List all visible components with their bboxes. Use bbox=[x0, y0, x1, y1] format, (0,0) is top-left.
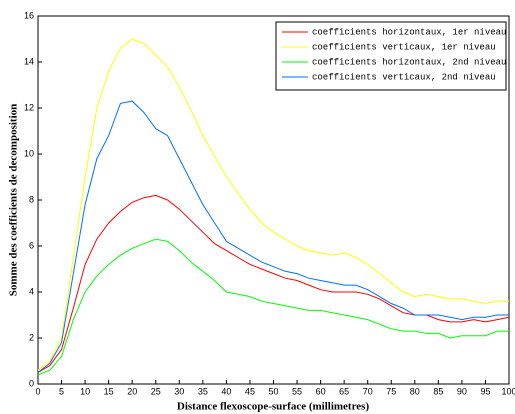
y-tick-label: 10 bbox=[24, 148, 34, 158]
x-tick-label: 65 bbox=[339, 386, 349, 396]
legend-label: coefficients horizontaux, 1er niveau bbox=[312, 27, 506, 37]
x-tick-label: 50 bbox=[268, 386, 278, 396]
y-tick-label: 4 bbox=[29, 286, 34, 296]
x-tick-label: 55 bbox=[292, 386, 302, 396]
x-tick-label: 0 bbox=[35, 386, 40, 396]
y-tick-label: 6 bbox=[29, 240, 34, 250]
x-tick-label: 100 bbox=[501, 386, 515, 396]
x-tick-label: 15 bbox=[104, 386, 114, 396]
x-tick-label: 35 bbox=[198, 386, 208, 396]
legend-label: coefficients verticaux, 2nd niveau bbox=[312, 72, 496, 82]
x-tick-label: 85 bbox=[433, 386, 443, 396]
y-tick-label: 16 bbox=[24, 10, 34, 20]
x-tick-label: 75 bbox=[386, 386, 396, 396]
legend-label: coefficients verticaux, 1er niveau bbox=[312, 42, 496, 52]
x-tick-label: 45 bbox=[245, 386, 255, 396]
series-line bbox=[37, 238, 509, 376]
x-tick-label: 80 bbox=[410, 386, 420, 396]
y-tick-label: 8 bbox=[29, 194, 34, 204]
series-line bbox=[37, 100, 509, 373]
x-tick-label: 60 bbox=[316, 386, 326, 396]
y-tick-label: 0 bbox=[29, 378, 34, 388]
x-tick-label: 90 bbox=[457, 386, 467, 396]
legend-label: coefficients horizontaux, 2nd niveau bbox=[312, 57, 506, 67]
series-line bbox=[37, 38, 509, 371]
x-tick-label: 70 bbox=[363, 386, 373, 396]
legend-box bbox=[275, 21, 507, 91]
series-line bbox=[37, 194, 510, 373]
x-tick-label: 10 bbox=[80, 386, 90, 396]
y-tick-label: 12 bbox=[24, 102, 34, 112]
x-axis-label: Distance flexoscope-surface (millimetres… bbox=[177, 401, 370, 413]
x-tick-label: 20 bbox=[127, 386, 137, 396]
y-axis-label: Somme des coefficients de decomposition bbox=[8, 104, 20, 296]
y-tick-label: 2 bbox=[29, 332, 34, 342]
x-tick-label: 25 bbox=[151, 386, 161, 396]
x-tick-label: 5 bbox=[59, 386, 64, 396]
x-tick-label: 95 bbox=[480, 386, 490, 396]
y-tick-label: 14 bbox=[24, 56, 34, 66]
x-tick-label: 30 bbox=[174, 386, 184, 396]
x-tick-label: 40 bbox=[221, 386, 231, 396]
